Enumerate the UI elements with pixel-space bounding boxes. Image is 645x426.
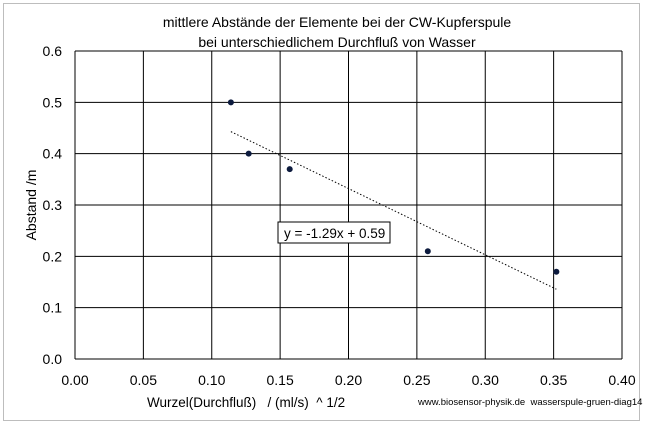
y-tick-label: 0.1 (43, 300, 63, 316)
x-tick-label: 0.15 (267, 372, 294, 388)
data-point (227, 99, 234, 106)
x-tick-label: 0.25 (403, 372, 430, 388)
chart-frame (3, 3, 640, 421)
y-tick-label: 0.5 (43, 94, 63, 110)
trendline-equation: y = -1.29x + 0.59 (284, 226, 385, 241)
x-tick-label: 0.05 (130, 372, 157, 388)
y-tick-labels: 0.0 0.1 0.2 0.3 0.4 0.5 0.6 (43, 43, 63, 367)
data-point (245, 150, 252, 157)
x-tick-label: 0.00 (61, 372, 88, 388)
y-axis-label: Abstand /m (23, 170, 39, 241)
y-tick-label: 0.2 (43, 248, 63, 264)
x-tick-label: 0.20 (335, 372, 362, 388)
x-tick-label: 0.10 (198, 372, 225, 388)
chart-title-line-2: bei unterschiedlichem Durchfluß von Wass… (198, 34, 476, 50)
y-tick-label: 0.0 (43, 351, 63, 367)
x-tick-label: 0.40 (608, 372, 635, 388)
trendline (230, 131, 557, 290)
x-axis-label: Wurzel(Durchfluß) / (ml/s) ^ 1/2 (147, 395, 345, 410)
x-tick-label: 0.35 (540, 372, 567, 388)
chart-title-line-1: mittlere Abstände der Elemente bei der C… (163, 14, 512, 30)
y-tick-label: 0.4 (43, 146, 63, 162)
x-tick-label: 0.30 (472, 372, 499, 388)
trendline-equation-box (277, 221, 391, 244)
data-point (424, 248, 431, 255)
data-points (227, 99, 560, 275)
data-point (553, 268, 560, 275)
x-tick-labels: 0.00 0.05 0.10 0.15 0.20 0.25 0.30 0.35 0.40 (61, 372, 635, 388)
gridlines (74, 50, 623, 360)
y-tick-label: 0.3 (43, 197, 63, 213)
y-tick-label: 0.6 (43, 43, 63, 59)
data-point (286, 166, 293, 173)
source-footer: www.biosensor-physik.de wasserspule-grue… (417, 397, 642, 408)
